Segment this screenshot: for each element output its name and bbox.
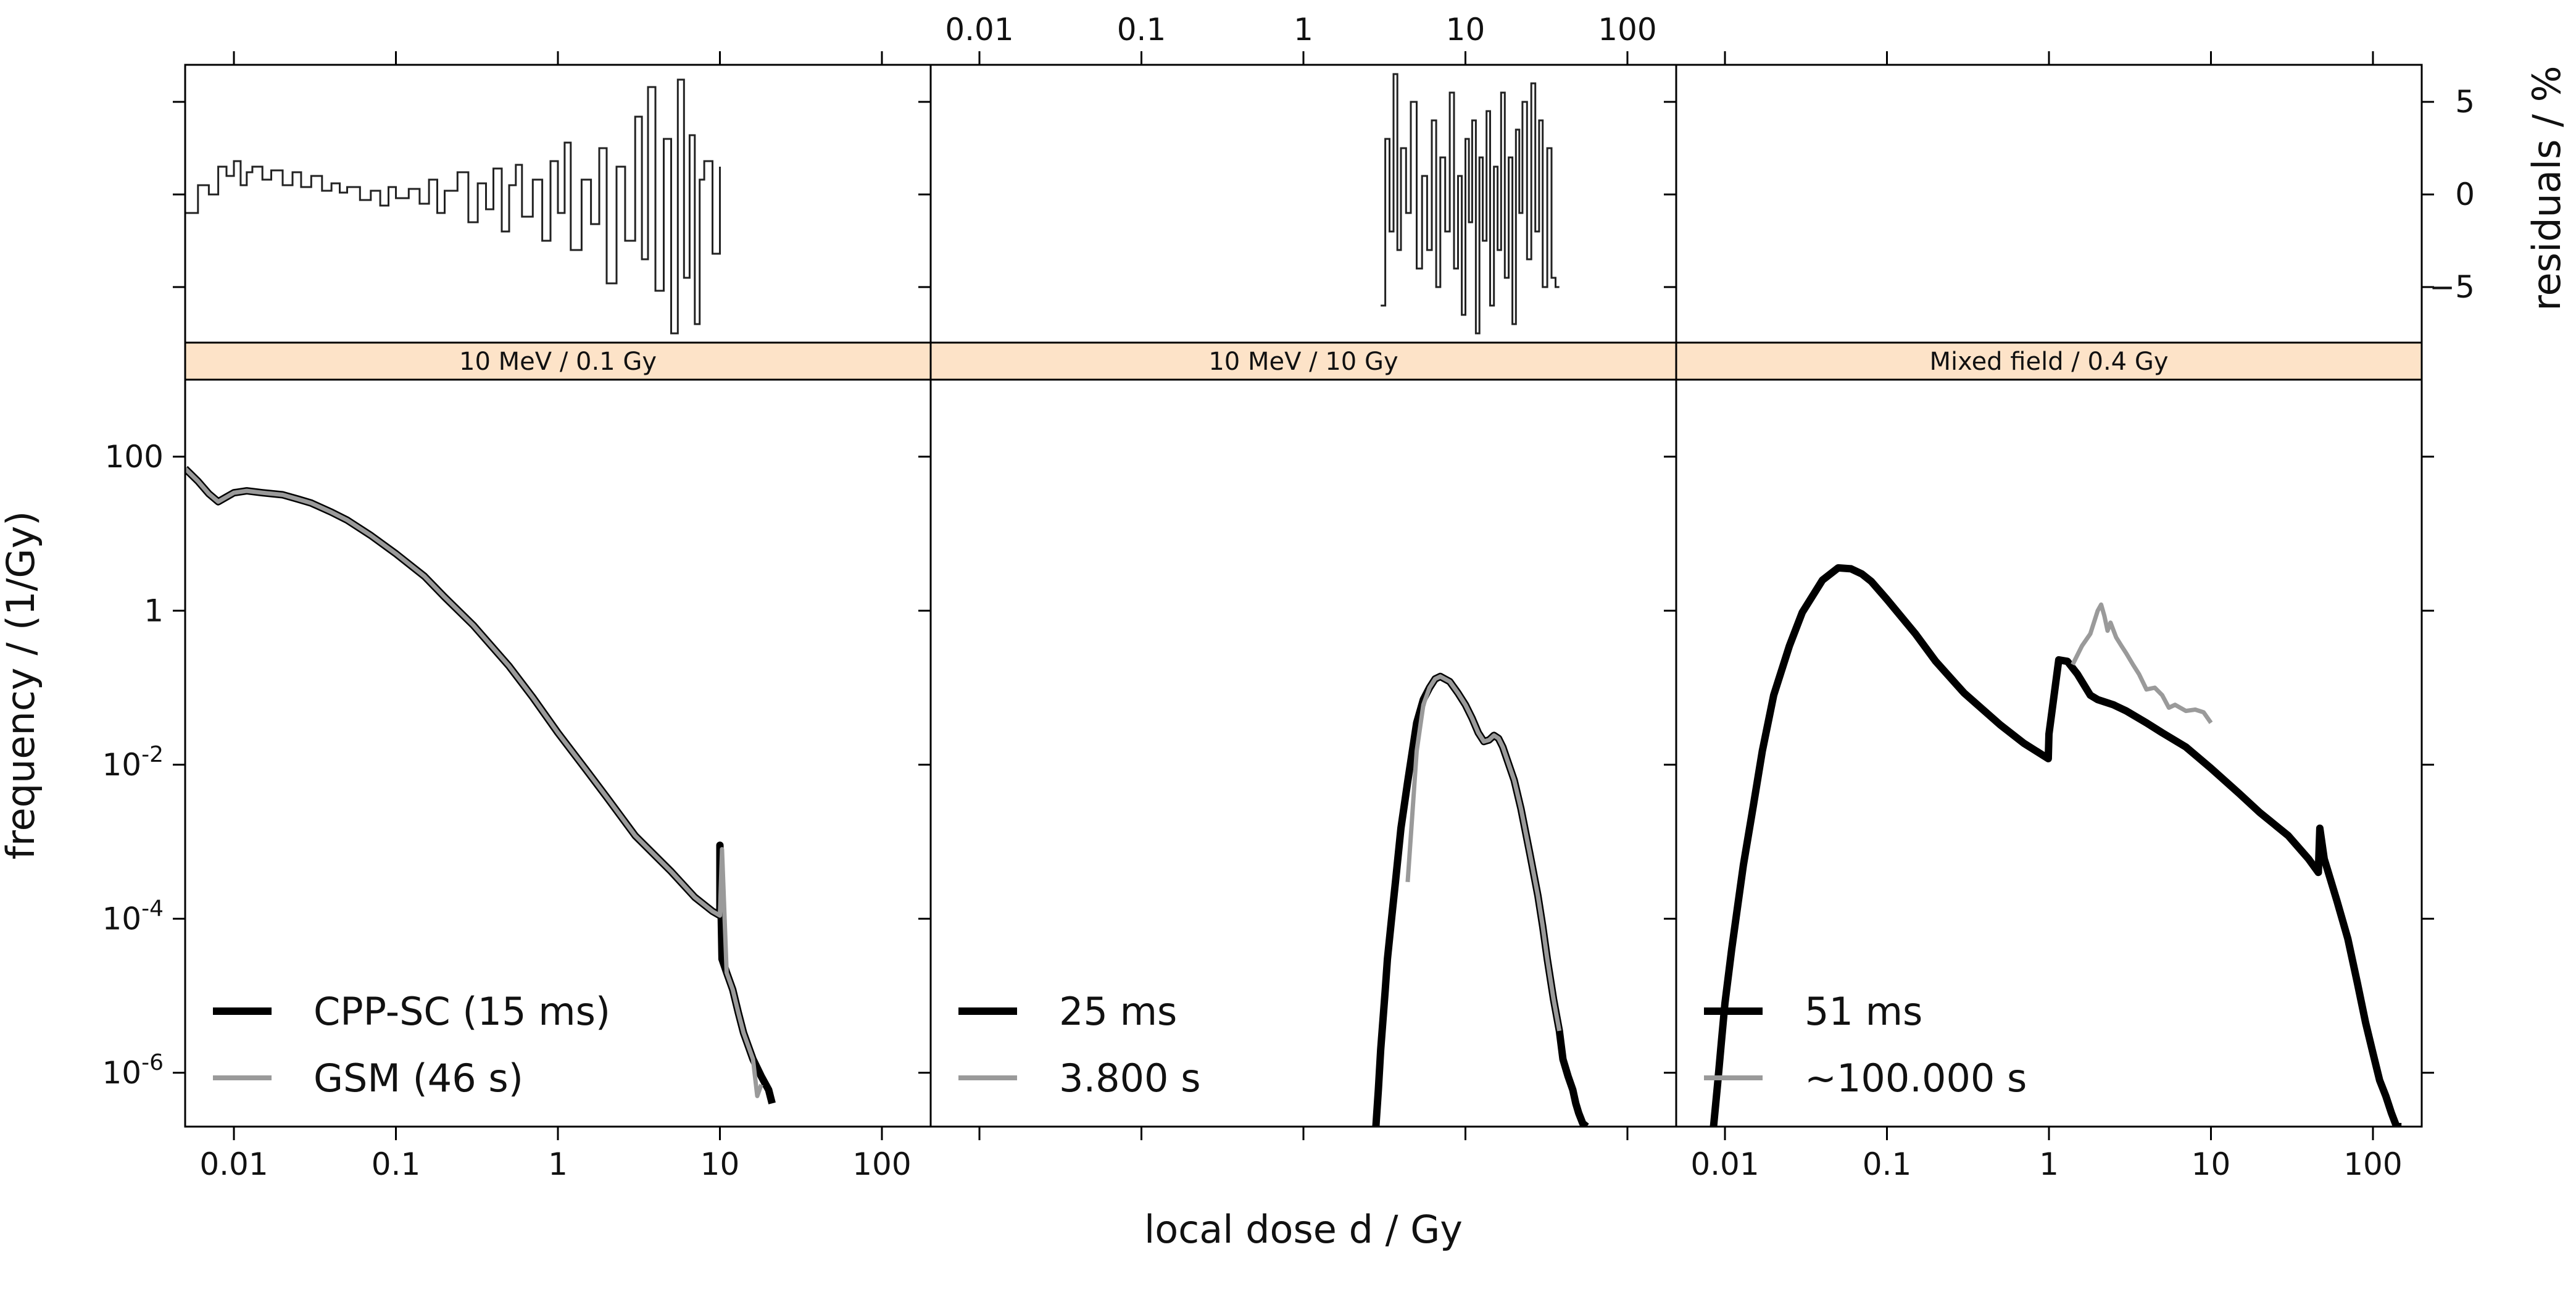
x-tick-label-top-0: 0.01 bbox=[945, 12, 1013, 48]
legend-label-gsm-1: 3.800 s bbox=[1059, 1056, 1201, 1101]
x-tick-label-2-4: 100 bbox=[2343, 1146, 2402, 1182]
residual-group-0 bbox=[185, 78, 721, 335]
r-tick-label-2: −5 bbox=[2429, 269, 2475, 305]
y-tick-label-2: 10-2 bbox=[102, 742, 164, 783]
x-tick-label-2-1: 0.1 bbox=[1863, 1146, 1912, 1182]
legend-label-gsm-0: GSM (46 s) bbox=[314, 1056, 523, 1101]
x-tick-label-0-2: 1 bbox=[548, 1146, 568, 1182]
x-tick-label-2-3: 10 bbox=[2192, 1146, 2231, 1182]
r-tick-label-0: 5 bbox=[2455, 84, 2475, 120]
series-gsm-line-1 bbox=[1405, 674, 1562, 1032]
main-frame-1 bbox=[929, 378, 1677, 1128]
y-tick-label-4: 10-6 bbox=[102, 1050, 164, 1091]
series-cpp-line-1 bbox=[1372, 672, 1589, 1127]
x-tick-label-0-3: 10 bbox=[700, 1146, 740, 1182]
x-tick-label-0-0: 0.01 bbox=[199, 1146, 268, 1182]
x-tick-label-top-4: 100 bbox=[1598, 12, 1656, 48]
strip-label-2: Mixed field / 0.4 Gy bbox=[1930, 348, 2169, 376]
residual-line-0 bbox=[185, 78, 721, 335]
series-cpp-line-2 bbox=[1710, 564, 2402, 1127]
residual-group-1 bbox=[1381, 73, 1560, 335]
series-gsm-line-2 bbox=[2071, 602, 2213, 724]
legend-label-cpp-2: 51 ms bbox=[1805, 989, 1922, 1034]
r-tick-label-1: 0 bbox=[2455, 177, 2475, 212]
panel-strips: 10 MeV / 0.1 Gy 10 MeV / 10 Gy Mixed field… bbox=[184, 341, 2423, 381]
x-tick-label-top-3: 10 bbox=[1446, 12, 1485, 48]
strip-1 bbox=[929, 341, 1677, 381]
legend-0: CPP-SC (15 ms) GSM (46 s) bbox=[213, 989, 610, 1101]
residual-frame-2 bbox=[1675, 64, 2423, 344]
legend-2: 51 ms ~100.000 s bbox=[1704, 989, 2027, 1101]
main-panels: CPP-SC (15 ms) GSM (46 s) 25 ms 3.800 s 51 m… bbox=[185, 465, 2402, 1127]
x-tick-label-0-4: 100 bbox=[852, 1146, 911, 1182]
x-tick-label-2-0: 0.01 bbox=[1690, 1146, 1759, 1182]
legend-label-cpp-1: 25 ms bbox=[1059, 989, 1177, 1034]
residual-frame-1 bbox=[929, 64, 1677, 344]
legend-label-cpp-0: CPP-SC (15 ms) bbox=[314, 989, 610, 1034]
y-tick-label-0: 100 bbox=[105, 439, 164, 475]
residual-axis-title: residuals / % bbox=[2524, 65, 2569, 311]
main-series-group-2 bbox=[1710, 564, 2402, 1127]
x-tick-label-top-2: 1 bbox=[1294, 12, 1313, 48]
legend-label-gsm-2: ~100.000 s bbox=[1805, 1056, 2027, 1101]
y-axis-title: frequency / (1/Gy) bbox=[0, 511, 43, 860]
x-tick-label-0-1: 0.1 bbox=[372, 1146, 421, 1182]
strip-label-1: 10 MeV / 10 Gy bbox=[1208, 348, 1398, 376]
x-tick-label-2-2: 1 bbox=[2039, 1146, 2059, 1182]
strip-label-0: 10 MeV / 0.1 Gy bbox=[459, 348, 657, 376]
x-tick-label-top-1: 0.1 bbox=[1117, 12, 1166, 48]
strip-0 bbox=[184, 341, 932, 381]
residual-line-1 bbox=[1381, 73, 1560, 335]
legend-1: 25 ms 3.800 s bbox=[958, 989, 1201, 1101]
series-gsm-line-0 bbox=[185, 467, 763, 1098]
y-tick-label-3: 10-4 bbox=[102, 896, 164, 936]
y-tick-label-1: 1 bbox=[144, 593, 164, 628]
main-series-group-1 bbox=[1372, 672, 1589, 1127]
residual-panels bbox=[185, 73, 1560, 335]
main-series-group-0 bbox=[185, 465, 776, 1104]
x-axis-title: local dose d / Gy bbox=[1144, 1207, 1463, 1252]
